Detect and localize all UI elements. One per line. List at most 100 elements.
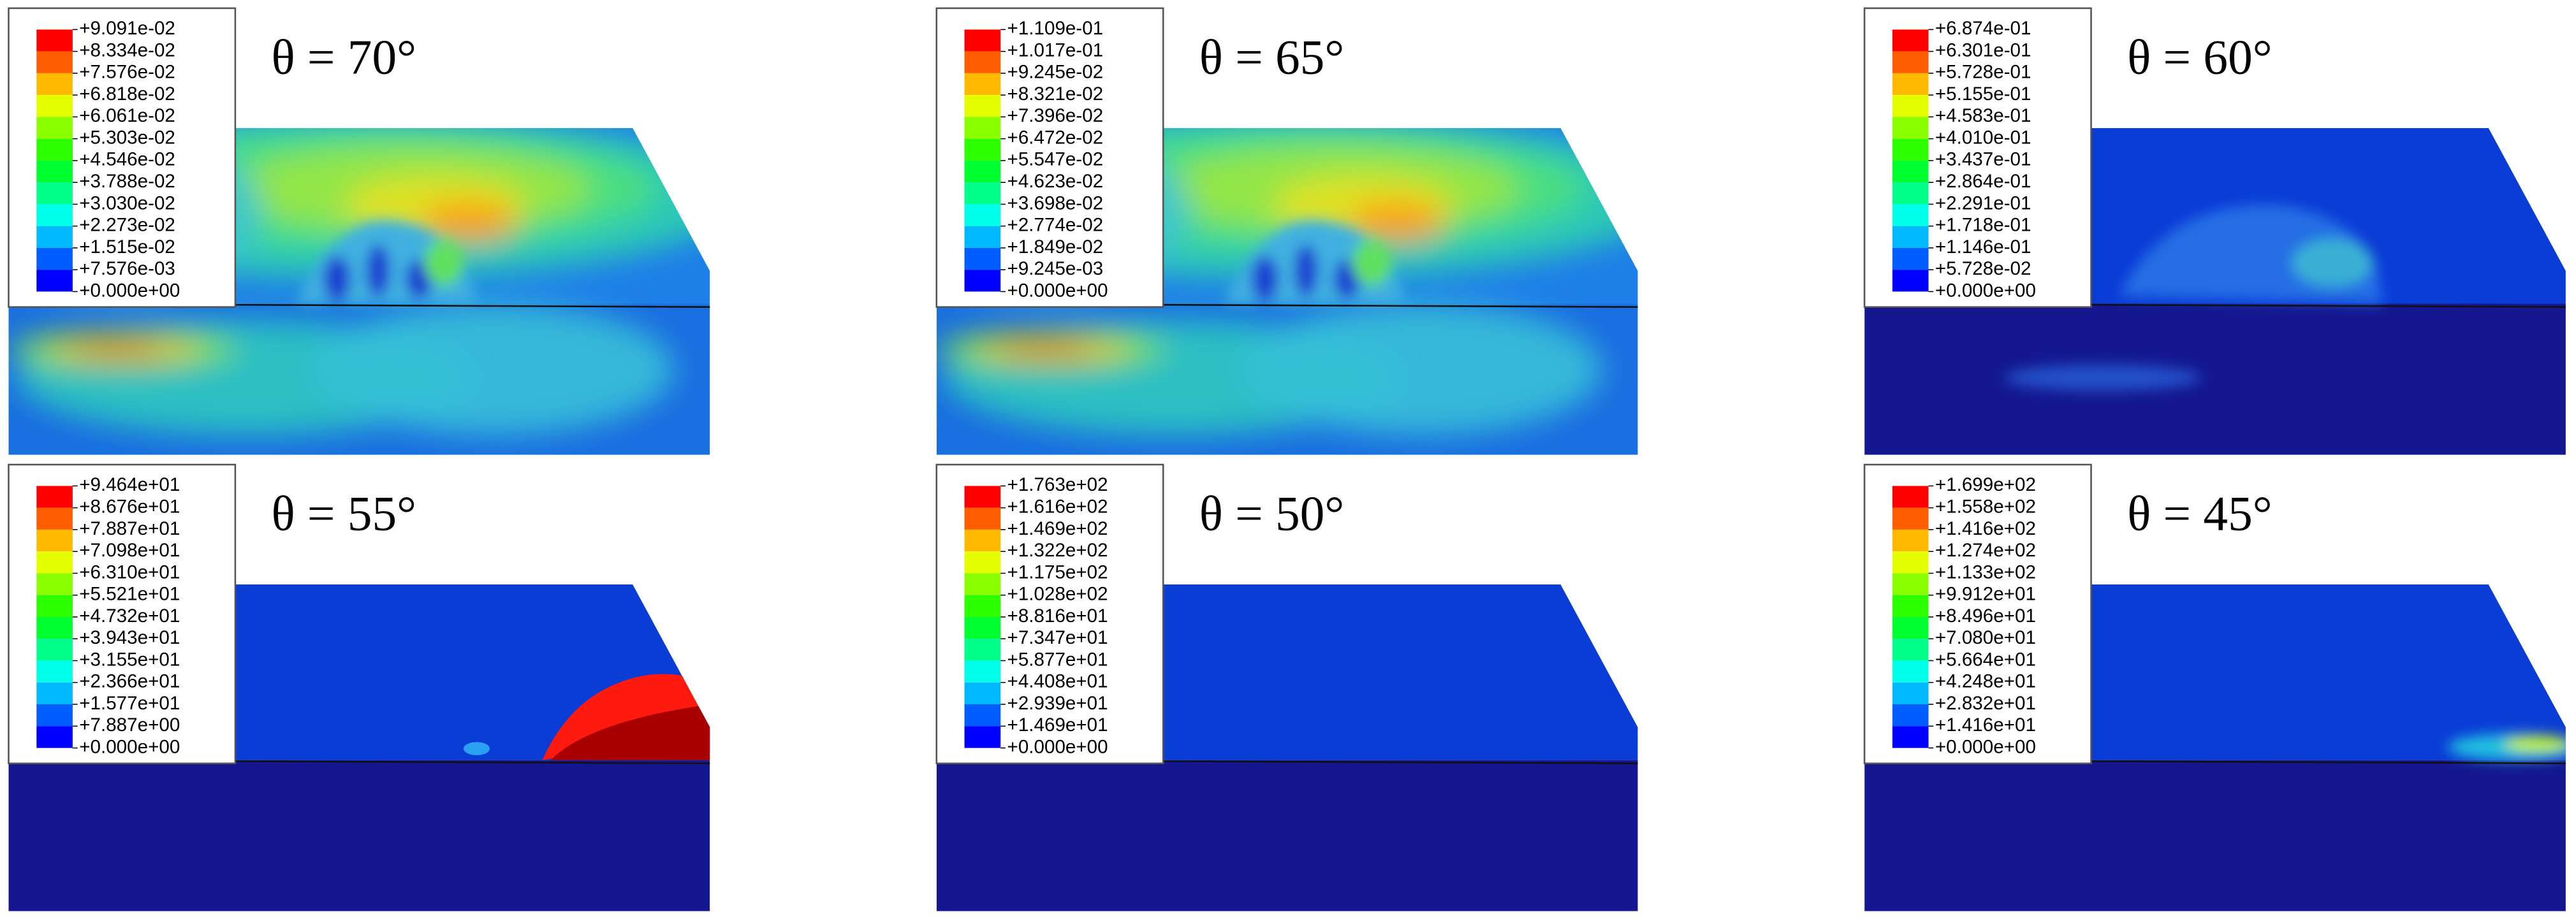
dome-shape — [550, 702, 710, 760]
contour-blob — [1347, 201, 1446, 242]
legend-swatch — [36, 95, 73, 117]
panel: +9.091e-02+8.334e-02+7.576e-02+6.818e-02… — [8, 7, 710, 455]
legend-label: +1.558e+02 — [1935, 497, 2036, 518]
legend-label: +5.303e-02 — [79, 127, 175, 148]
legend-label: +1.718e-01 — [1935, 215, 2031, 236]
plate-front — [936, 760, 1638, 911]
legend-swatch — [36, 682, 73, 704]
legend-swatch — [964, 95, 1001, 117]
legend-label: +1.416e+01 — [1935, 714, 2036, 736]
legend-swatch — [1892, 160, 1929, 183]
panel: +1.763e+02+1.616e+02+1.469e+02+1.322e+02… — [935, 463, 1638, 911]
legend-label: +2.774e-02 — [1007, 215, 1104, 236]
legend-label: +1.416e+02 — [1935, 518, 2036, 539]
legend-label: +5.155e-01 — [1935, 83, 2031, 105]
legend-swatch — [1892, 573, 1929, 595]
legend-swatch — [36, 29, 73, 52]
legend-swatch — [36, 117, 73, 139]
legend-swatch — [964, 117, 1001, 139]
legend-swatch — [36, 726, 73, 748]
dome-pattern — [1252, 256, 1278, 302]
legend-label: +0.000e+00 — [79, 736, 180, 757]
legend-label: +1.763e+02 — [1007, 474, 1108, 495]
legend-label: +9.464e+01 — [79, 474, 180, 495]
contour-blob — [2505, 735, 2566, 752]
dome-pattern — [324, 256, 351, 302]
legend-label: +2.366e+01 — [79, 671, 180, 692]
legend-swatch — [36, 660, 73, 683]
legend-swatch — [36, 616, 73, 639]
legend-swatch — [36, 204, 73, 226]
legend-swatch — [1892, 51, 1929, 73]
contour-blob — [997, 343, 1096, 356]
contour-blob — [2291, 238, 2374, 287]
legend-swatch — [1892, 138, 1929, 161]
legend-swatch — [964, 270, 1001, 292]
legend-label: +8.676e+01 — [79, 497, 180, 518]
dome-pattern — [424, 240, 464, 286]
legend-label: +7.347e+01 — [1007, 627, 1108, 648]
legend-swatch — [964, 551, 1001, 574]
panel: +1.109e-01+1.017e-01+9.245e-02+8.321e-02… — [935, 7, 1638, 455]
legend-swatch — [964, 247, 1001, 270]
legend-swatch — [36, 529, 73, 552]
panel-title: θ = 70° — [272, 30, 416, 85]
legend-label: +0.000e+00 — [1007, 736, 1108, 757]
legend-label: +0.000e+00 — [1935, 280, 2036, 301]
legend-label: +6.061e-02 — [79, 105, 175, 126]
legend-swatch — [964, 682, 1001, 704]
legend-swatch — [964, 73, 1001, 96]
legend-swatch — [36, 270, 73, 292]
dome — [1224, 221, 1405, 304]
legend-swatch — [964, 226, 1001, 248]
legend-swatch — [1892, 682, 1929, 704]
dome-pattern — [1294, 244, 1318, 298]
legend-swatch — [36, 573, 73, 595]
legend-swatch — [1892, 29, 1929, 52]
legend-swatch — [1892, 704, 1929, 727]
legend-swatch — [964, 204, 1001, 226]
legend-swatch — [1892, 726, 1929, 748]
legend-label: +0.000e+00 — [79, 280, 180, 301]
legend-label: +1.322e+02 — [1007, 540, 1108, 561]
legend-label: +5.521e+01 — [79, 584, 180, 605]
legend-label: +3.788e-02 — [79, 171, 175, 192]
legend-swatch — [964, 573, 1001, 595]
legend-swatch — [1892, 182, 1929, 205]
legend-label: +8.496e+01 — [1935, 606, 2036, 627]
legend-swatch — [36, 73, 73, 96]
legend-label: +6.818e-02 — [79, 83, 175, 105]
legend-label: +1.274e+02 — [1935, 540, 2036, 561]
legend-label: +9.245e-02 — [1007, 62, 1104, 83]
legend-label: +2.273e-02 — [79, 215, 175, 236]
legend-label: +0.000e+00 — [1935, 736, 2036, 757]
legend-swatch — [964, 529, 1001, 552]
legend-swatch — [1892, 507, 1929, 530]
legend-swatch — [964, 29, 1001, 52]
panel: +6.874e-01+6.301e-01+5.728e-01+5.155e-01… — [1863, 7, 2566, 455]
legend-swatch — [36, 247, 73, 270]
plate-front — [1864, 760, 2566, 911]
legend-label: +4.248e+01 — [1935, 671, 2036, 692]
legend-swatch — [36, 704, 73, 727]
legend-label: +4.732e+01 — [79, 606, 180, 627]
legend-swatch — [1892, 204, 1929, 226]
legend-swatch — [36, 160, 73, 183]
legend-label: +1.699e+02 — [1935, 474, 2036, 495]
legend-swatch — [1892, 616, 1929, 639]
legend-label: +4.623e-02 — [1007, 171, 1104, 192]
panel-title: θ = 65° — [1199, 30, 1344, 85]
legend-swatch — [36, 51, 73, 73]
legend-swatch — [36, 486, 73, 508]
dome-pattern — [1352, 240, 1392, 286]
legend-swatch — [964, 660, 1001, 683]
legend-label: +6.301e-01 — [1935, 40, 2031, 61]
legend-label: +5.664e+01 — [1935, 649, 2036, 670]
dome-pattern — [367, 244, 390, 298]
dome — [296, 221, 477, 304]
legend-label: +2.939e+01 — [1007, 693, 1108, 714]
legend-label: +8.321e-02 — [1007, 83, 1104, 105]
legend-swatch — [1892, 95, 1929, 117]
legend-label: +3.698e-02 — [1007, 192, 1104, 214]
legend-label: +2.864e-01 — [1935, 171, 2031, 192]
